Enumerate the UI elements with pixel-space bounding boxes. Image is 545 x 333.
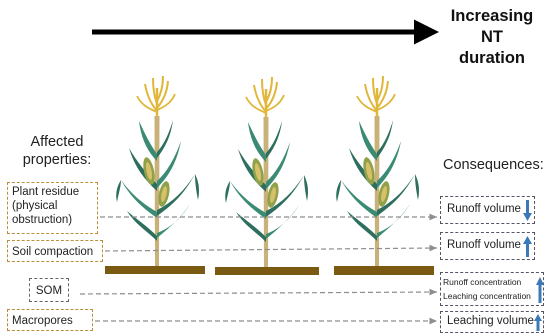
runoff-volume-1-label: Runoff volume xyxy=(447,203,521,215)
consequence-runoff-volume-decrease: Runoff volume xyxy=(440,196,535,224)
soil-bar-3 xyxy=(334,266,434,275)
arrow-up-icon xyxy=(523,236,532,257)
property-soil-compaction: Soil compaction xyxy=(7,240,103,262)
consequences-heading: Consequences: xyxy=(443,157,544,173)
runoff-concentration-label: Runoff concentration xyxy=(443,277,522,287)
plant-residue-line1: Plant residue xyxy=(12,186,80,198)
connector-compaction xyxy=(104,244,438,252)
leaching-volume-label: Leaching volume xyxy=(447,315,534,327)
affected-heading-line2: properties: xyxy=(22,152,92,168)
trend-title-line1: Increasing xyxy=(450,7,534,25)
arrow-up-icon xyxy=(536,277,544,303)
consequence-leaching-volume-increase: Leaching volume xyxy=(440,311,544,333)
consequence-concentrations-increase: Runoff concentration Leaching concentrat… xyxy=(440,272,544,306)
maize-plant-1 xyxy=(114,74,201,268)
property-macropores: Macropores xyxy=(7,309,93,331)
plant-residue-line2: (physical xyxy=(12,200,58,212)
leaching-concentration-label: Leaching concentration xyxy=(443,291,531,301)
maize-plant-3 xyxy=(334,74,421,268)
soil-bar-2 xyxy=(215,267,319,275)
soil-bar-1 xyxy=(105,266,205,274)
arrow-up-icon xyxy=(534,314,542,331)
trend-title-line3: duration xyxy=(459,49,525,67)
runoff-volume-2-label: Runoff volume xyxy=(447,239,521,251)
trend-title: Increasing NT duration xyxy=(440,6,544,69)
property-plant-residue: Plant residue (physical obstruction) xyxy=(7,182,98,234)
affected-heading-line1: Affected xyxy=(30,134,84,150)
connector-som xyxy=(79,288,438,296)
consequence-runoff-volume-increase: Runoff volume xyxy=(440,232,535,260)
property-som: SOM xyxy=(29,278,69,302)
affected-properties-heading: Affected properties: xyxy=(4,133,110,169)
trend-title-line2: NT xyxy=(481,28,503,46)
arrow-down-icon xyxy=(523,200,532,221)
plant-residue-line3: obstruction) xyxy=(12,214,73,226)
maize-plant-2 xyxy=(223,75,310,269)
